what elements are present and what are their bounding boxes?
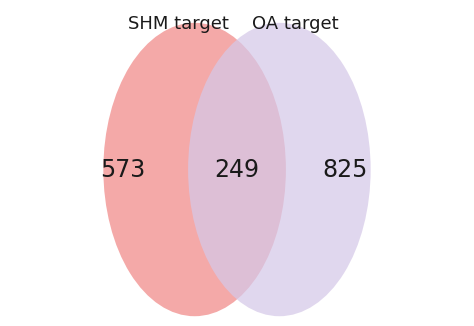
- Text: OA target: OA target: [252, 15, 339, 34]
- Text: 249: 249: [215, 157, 259, 182]
- Text: 573: 573: [100, 157, 146, 182]
- Text: SHM target: SHM target: [128, 15, 229, 34]
- Ellipse shape: [103, 23, 286, 316]
- Text: 825: 825: [322, 157, 367, 182]
- Ellipse shape: [188, 23, 371, 316]
